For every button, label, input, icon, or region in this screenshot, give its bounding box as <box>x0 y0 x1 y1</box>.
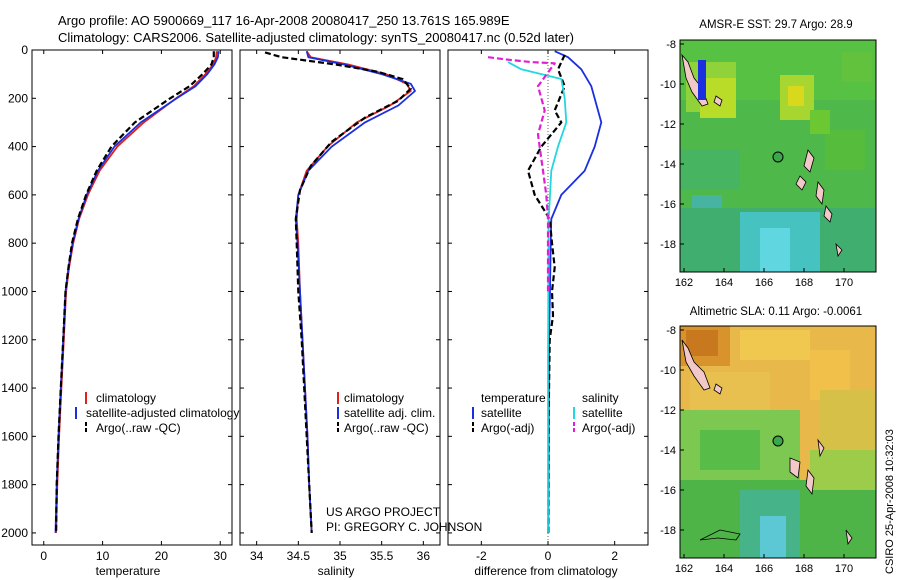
y-tick-label: 800 <box>8 236 28 250</box>
map-y-tick-label: -12 <box>660 405 676 417</box>
legend-label: satellite <box>481 406 522 420</box>
sst-map-field <box>680 40 876 272</box>
argo-float-marker <box>772 151 784 163</box>
map-x-tick-label: 170 <box>835 563 853 575</box>
map-y-tick-label: -18 <box>660 525 676 537</box>
map-y-tick-label: -16 <box>660 485 676 497</box>
salinity-axes <box>239 49 441 546</box>
legend-heading-salinity: salinity <box>582 391 619 405</box>
y-tick-label: 1800 <box>1 478 28 492</box>
y-tick-label: 200 <box>8 91 28 105</box>
legend-label: Argo(-adj) <box>481 421 534 435</box>
sla-map-title: Altimetric SLA: 0.11 Argo: -0.0061 <box>690 306 862 318</box>
difference-xlabel: difference from climatology <box>474 564 617 578</box>
header-line-1: Argo profile: AO 5900669_117 16-Apr-2008… <box>58 13 510 28</box>
x-tick-label: 36 <box>417 549 431 563</box>
legend-heading-temperature: temperature <box>481 391 546 405</box>
map-y-tick-label: -10 <box>660 365 676 377</box>
series-line-temperature-argo-adj- <box>526 54 566 533</box>
map-x-tick-label: 166 <box>755 277 773 289</box>
sst-map-frame <box>679 39 877 273</box>
series-line-argo-raw-qc- <box>264 51 412 533</box>
map-x-tick-label: 162 <box>675 563 693 575</box>
argo-float-marker <box>772 435 784 447</box>
difference-legend: temperature satellite Argo(-adj) salinit… <box>472 391 635 435</box>
salinity-legend: climatology satellite adj. clim. Argo(..… <box>337 391 435 435</box>
map-y-tick-label: -14 <box>660 159 676 171</box>
sla-map: Altimetric SLA: 0.11 Argo: -0.0061 <box>679 306 877 559</box>
series-line-temperature-satellite <box>547 50 603 533</box>
sst-map: AMSR-E SST: 29.7 Argo: 28.9 <box>679 19 877 273</box>
y-tick-label: 1600 <box>1 429 28 443</box>
map-y-tick-label: -16 <box>660 199 676 211</box>
x-tick-label: 30 <box>214 549 228 563</box>
series-line-salinity-argo-adj- <box>487 56 556 292</box>
x-tick-label: 34 <box>250 549 264 563</box>
y-tick-label: 1200 <box>1 333 28 347</box>
x-tick-label: 20 <box>155 549 169 563</box>
legend-label: climatology <box>96 391 156 405</box>
x-tick-label: 35.5 <box>370 549 394 563</box>
series-line-salinity-satellite <box>507 61 568 533</box>
x-tick-label: 35 <box>333 549 347 563</box>
sst-map-title: AMSR-E SST: 29.7 Argo: 28.9 <box>699 19 852 31</box>
legend-label: Argo(-adj) <box>582 421 635 435</box>
legend-label: Argo(..raw -QC) <box>344 421 429 435</box>
map-x-tick-label: 168 <box>795 563 813 575</box>
map-x-tick-label: 164 <box>715 563 733 575</box>
legend-label: Argo(..raw -QC) <box>96 421 181 435</box>
map-y-tick-label: -8 <box>666 325 676 337</box>
y-tick-label: 400 <box>8 140 28 154</box>
map-y-tick-label: -14 <box>660 445 676 457</box>
project-line-1: US ARGO PROJECT <box>326 505 441 519</box>
sla-map-field <box>680 326 876 558</box>
y-tick-label: 600 <box>8 188 28 202</box>
x-tick-label: -2 <box>476 549 487 563</box>
legend-label: satellite adj. clim. <box>344 406 435 420</box>
project-line-2: PI: GREGORY C. JOHNSON <box>326 520 482 534</box>
map-y-tick-label: -8 <box>666 39 676 51</box>
x-tick-label: 0 <box>40 549 47 563</box>
map-y-tick-label: -18 <box>660 239 676 251</box>
map-x-tick-label: 166 <box>755 563 773 575</box>
temperature-legend: climatology satellite-adjusted climatolo… <box>75 391 239 435</box>
sla-map-frame <box>679 325 877 559</box>
y-tick-label: 2000 <box>1 526 28 540</box>
x-tick-label: 34.5 <box>287 549 311 563</box>
map-x-tick-label: 164 <box>715 277 733 289</box>
temperature-xlabel: temperature <box>96 564 161 578</box>
sst-map-nodata-patch <box>698 60 706 100</box>
series-line-argo-raw-qc- <box>55 51 215 533</box>
x-tick-label: 0 <box>545 549 552 563</box>
y-tick-label: 0 <box>21 43 28 57</box>
x-tick-label: 10 <box>96 549 110 563</box>
x-tick-label: 2 <box>611 549 618 563</box>
map-y-tick-label: -12 <box>660 119 676 131</box>
legend-label: satellite-adjusted climatology <box>86 406 239 420</box>
map-x-tick-label: 162 <box>675 277 693 289</box>
sla-map-coastlines <box>681 339 853 546</box>
y-tick-label: 1400 <box>1 381 28 395</box>
header-line-2: Climatology: CARS2006. Satellite-adjuste… <box>58 30 574 45</box>
salinity-xlabel: salinity <box>318 564 355 578</box>
map-x-tick-label: 168 <box>795 277 813 289</box>
map-y-tick-label: -10 <box>660 79 676 91</box>
y-tick-label: 1000 <box>1 284 28 298</box>
map-x-tick-label: 170 <box>835 277 853 289</box>
legend-label: climatology <box>344 391 404 405</box>
legend-label: satellite <box>582 406 623 420</box>
